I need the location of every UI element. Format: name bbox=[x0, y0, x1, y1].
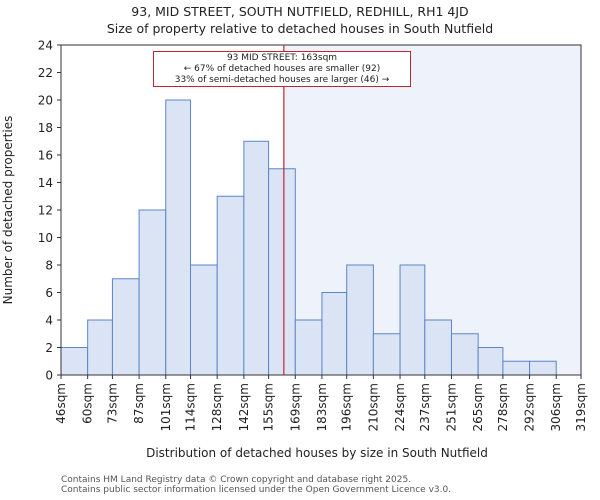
y-tick-label: 0 bbox=[45, 369, 53, 383]
bar bbox=[216, 195, 245, 376]
footer-copyright: Contains HM Land Registry data © Crown c… bbox=[61, 475, 412, 485]
x-tick-label: 292sqm bbox=[523, 383, 537, 431]
bar bbox=[477, 347, 504, 376]
y-tick-label: 14 bbox=[38, 176, 53, 190]
y-axis-label: Number of detached properties bbox=[1, 116, 15, 305]
bar bbox=[424, 319, 452, 376]
bar bbox=[190, 264, 218, 376]
bar bbox=[268, 168, 296, 376]
x-tick-label: 306sqm bbox=[549, 383, 563, 431]
x-tick-label: 251sqm bbox=[444, 383, 458, 431]
y-tick-label: 10 bbox=[38, 231, 53, 245]
chart-subtitle: Size of property relative to detached ho… bbox=[106, 21, 494, 36]
bar bbox=[60, 347, 89, 376]
x-tick-label: 224sqm bbox=[393, 383, 407, 431]
x-tick-label: 210sqm bbox=[366, 383, 380, 431]
bar bbox=[502, 360, 531, 376]
y-tick-label: 16 bbox=[38, 149, 53, 163]
annotation-line-1: 93 MID STREET: 163sqm bbox=[226, 53, 338, 63]
x-tick-label: 128sqm bbox=[210, 383, 224, 431]
x-tick-label: 60sqm bbox=[81, 383, 95, 424]
footer-licence: Contains public sector information licen… bbox=[61, 485, 452, 495]
bar bbox=[165, 99, 192, 376]
x-tick-label: 46sqm bbox=[54, 383, 68, 424]
x-tick-label: 183sqm bbox=[315, 383, 329, 431]
bar bbox=[294, 319, 323, 376]
bar bbox=[321, 292, 348, 376]
x-tick-label: 196sqm bbox=[340, 383, 354, 431]
bar bbox=[243, 140, 270, 376]
x-tick-label: 169sqm bbox=[288, 383, 302, 431]
y-tick-label: 24 bbox=[38, 39, 53, 53]
bar bbox=[111, 278, 140, 376]
x-tick-label: 237sqm bbox=[418, 383, 432, 431]
x-tick-label: 101sqm bbox=[159, 383, 173, 431]
y-tick-label: 22 bbox=[38, 66, 53, 80]
bar bbox=[399, 264, 426, 376]
x-axis-label: Distribution of detached houses by size … bbox=[146, 446, 488, 460]
y-tick-label: 4 bbox=[45, 314, 53, 328]
y-tick-label: 12 bbox=[38, 204, 53, 218]
x-tick-label: 87sqm bbox=[132, 383, 146, 424]
bar bbox=[346, 264, 374, 376]
x-tick-label: 114sqm bbox=[184, 383, 198, 431]
bar bbox=[450, 333, 479, 376]
y-tick-label: 20 bbox=[38, 94, 53, 108]
x-tick-label: 155sqm bbox=[262, 383, 276, 431]
y-tick-label: 2 bbox=[45, 341, 53, 355]
bar bbox=[138, 209, 167, 376]
bar bbox=[372, 333, 401, 376]
x-tick-label: 265sqm bbox=[471, 383, 485, 431]
y-tick-label: 6 bbox=[45, 286, 53, 300]
bar bbox=[529, 360, 557, 376]
annotation-line-3: 33% of semi-detached houses are larger (… bbox=[174, 75, 390, 85]
x-tick-label: 278sqm bbox=[496, 383, 510, 431]
x-tick-label: 319sqm bbox=[574, 383, 588, 431]
y-tick-label: 8 bbox=[45, 259, 53, 273]
annotation-line-2: ← 67% of detached houses are smaller (92… bbox=[183, 64, 381, 74]
bar bbox=[87, 319, 113, 376]
chart-title: 93, MID STREET, SOUTH NUTFIELD, REDHILL,… bbox=[131, 4, 469, 19]
y-tick-label: 18 bbox=[38, 121, 53, 135]
x-tick-label: 142sqm bbox=[237, 383, 251, 431]
x-tick-label: 73sqm bbox=[105, 383, 119, 424]
property-annotation-box: 93 MID STREET: 163sqm ← 67% of detached … bbox=[153, 51, 411, 87]
